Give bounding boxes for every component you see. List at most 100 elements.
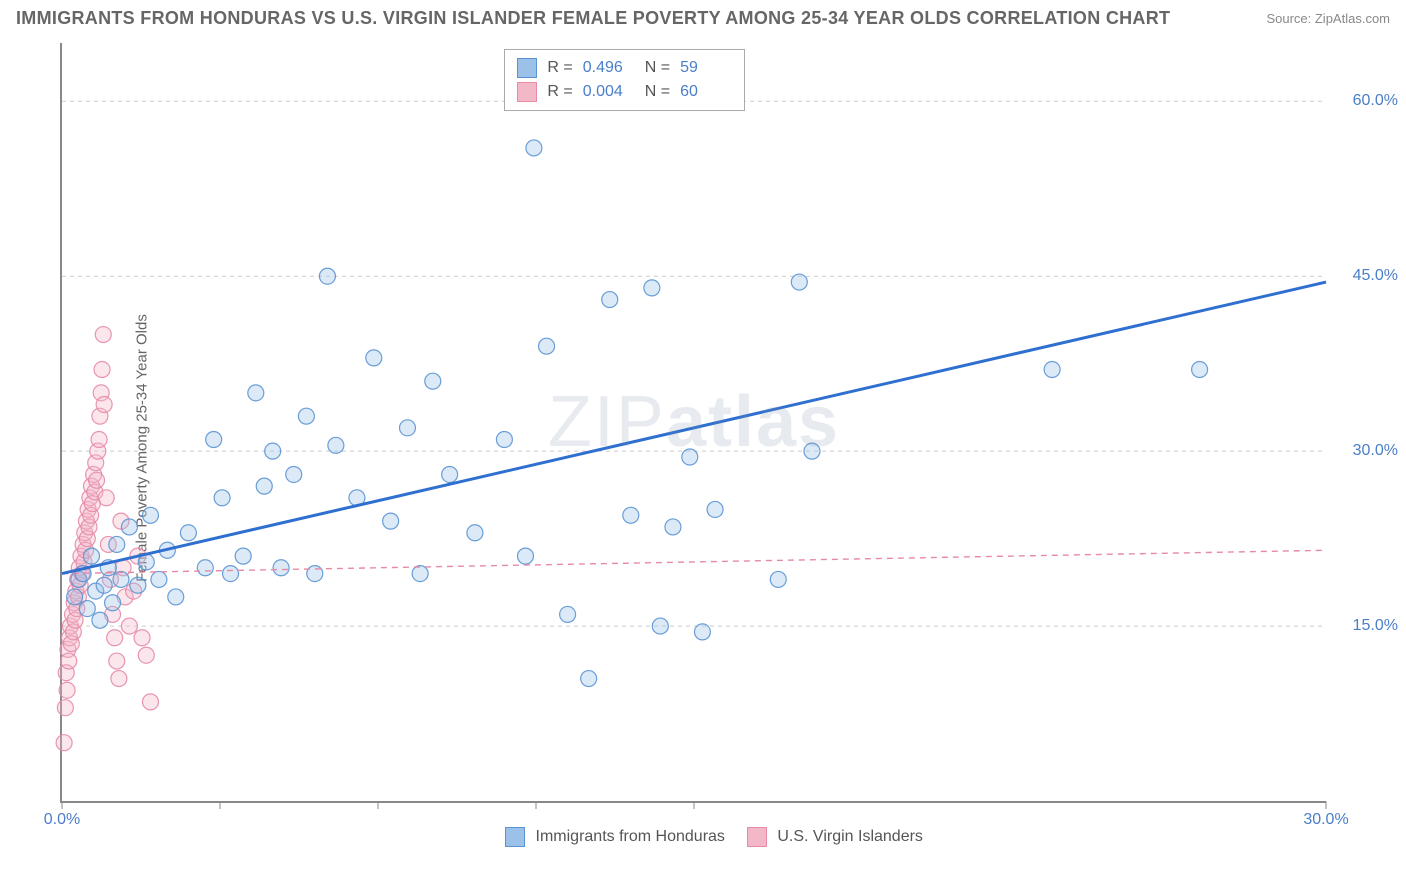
data-point [328, 437, 344, 453]
stat-n-value: 59 [680, 59, 732, 77]
data-point [59, 682, 75, 698]
stat-r-value: 0.496 [583, 59, 635, 77]
data-point [399, 420, 415, 436]
legend-stats-box: R = 0.496 N = 59 R = 0.004 N = 60 [504, 49, 745, 111]
chart-title: IMMIGRANTS FROM HONDURAS VS U.S. VIRGIN … [16, 8, 1170, 29]
data-point [256, 478, 272, 494]
source-label: Source: ZipAtlas.com [1266, 11, 1390, 26]
data-point [98, 490, 114, 506]
data-point [1044, 362, 1060, 378]
data-point [94, 362, 110, 378]
legend-swatch [747, 827, 767, 847]
trend-line [62, 282, 1326, 574]
legend-bottom: Immigrants from Honduras U.S. Virgin Isl… [0, 827, 1406, 847]
data-point [151, 571, 167, 587]
data-point [770, 571, 786, 587]
stat-n-value: 60 [680, 83, 732, 101]
data-point [111, 671, 127, 687]
data-point [307, 566, 323, 582]
data-point [526, 140, 542, 156]
stat-r-value: 0.004 [583, 83, 635, 101]
data-point [214, 490, 230, 506]
data-point [197, 560, 213, 576]
data-point [95, 327, 111, 343]
data-point [707, 501, 723, 517]
y-tick-label: 45.0% [1353, 267, 1398, 285]
data-point [581, 671, 597, 687]
data-point [121, 618, 137, 634]
legend-stats-row: R = 0.004 N = 60 [517, 80, 732, 104]
legend-label: Immigrants from Honduras [531, 828, 725, 845]
data-point [298, 408, 314, 424]
data-point [91, 431, 107, 447]
data-point [89, 472, 105, 488]
data-point [142, 694, 158, 710]
data-point [319, 268, 335, 284]
stat-n-label: N = [645, 83, 670, 101]
data-point [286, 466, 302, 482]
data-point [61, 653, 77, 669]
plot-wrapper: Female Poverty Among 25-34 Year Olds ZIP… [0, 33, 1406, 863]
stat-r-label: R = [547, 59, 572, 77]
data-point [366, 350, 382, 366]
data-point [79, 601, 95, 617]
data-point [168, 589, 184, 605]
data-point [1192, 362, 1208, 378]
legend-swatch [517, 58, 537, 78]
legend-swatch [517, 82, 537, 102]
trend-line [62, 550, 1326, 573]
data-point [138, 647, 154, 663]
data-point [223, 566, 239, 582]
data-point [96, 577, 112, 593]
data-point [109, 536, 125, 552]
y-tick-label: 30.0% [1353, 442, 1398, 460]
data-point [694, 624, 710, 640]
data-point [134, 630, 150, 646]
data-point [121, 519, 137, 535]
data-point [92, 612, 108, 628]
data-point [467, 525, 483, 541]
data-point [130, 577, 146, 593]
data-point [235, 548, 251, 564]
data-point [602, 292, 618, 308]
data-point [248, 385, 264, 401]
data-point [96, 397, 112, 413]
data-point [83, 548, 99, 564]
legend-stats-row: R = 0.496 N = 59 [517, 56, 732, 80]
data-point [496, 431, 512, 447]
data-point [652, 618, 668, 634]
data-point [517, 548, 533, 564]
legend-label: U.S. Virgin Islanders [773, 828, 923, 845]
data-point [644, 280, 660, 296]
data-point [560, 606, 576, 622]
data-point [109, 653, 125, 669]
data-point [113, 571, 129, 587]
data-point [67, 589, 83, 605]
data-point [273, 560, 289, 576]
data-point [791, 274, 807, 290]
y-tick-label: 60.0% [1353, 92, 1398, 110]
scatter-plot-svg [62, 43, 1326, 801]
data-point [57, 700, 73, 716]
legend-swatch [505, 827, 525, 847]
stat-r-label: R = [547, 83, 572, 101]
data-point [56, 735, 72, 751]
data-point [105, 595, 121, 611]
stat-n-label: N = [645, 59, 670, 77]
data-point [412, 566, 428, 582]
y-tick-label: 15.0% [1353, 617, 1398, 635]
title-bar: IMMIGRANTS FROM HONDURAS VS U.S. VIRGIN … [0, 0, 1406, 33]
data-point [180, 525, 196, 541]
data-point [142, 507, 158, 523]
plot-area: ZIPatlas R =0.496N =59R =0.004N =60 15.0… [60, 43, 1326, 803]
data-point [623, 507, 639, 523]
data-point [383, 513, 399, 529]
data-point [804, 443, 820, 459]
data-point [682, 449, 698, 465]
data-point [539, 338, 555, 354]
data-point [265, 443, 281, 459]
data-point [425, 373, 441, 389]
data-point [107, 630, 123, 646]
data-point [665, 519, 681, 535]
data-point [206, 431, 222, 447]
